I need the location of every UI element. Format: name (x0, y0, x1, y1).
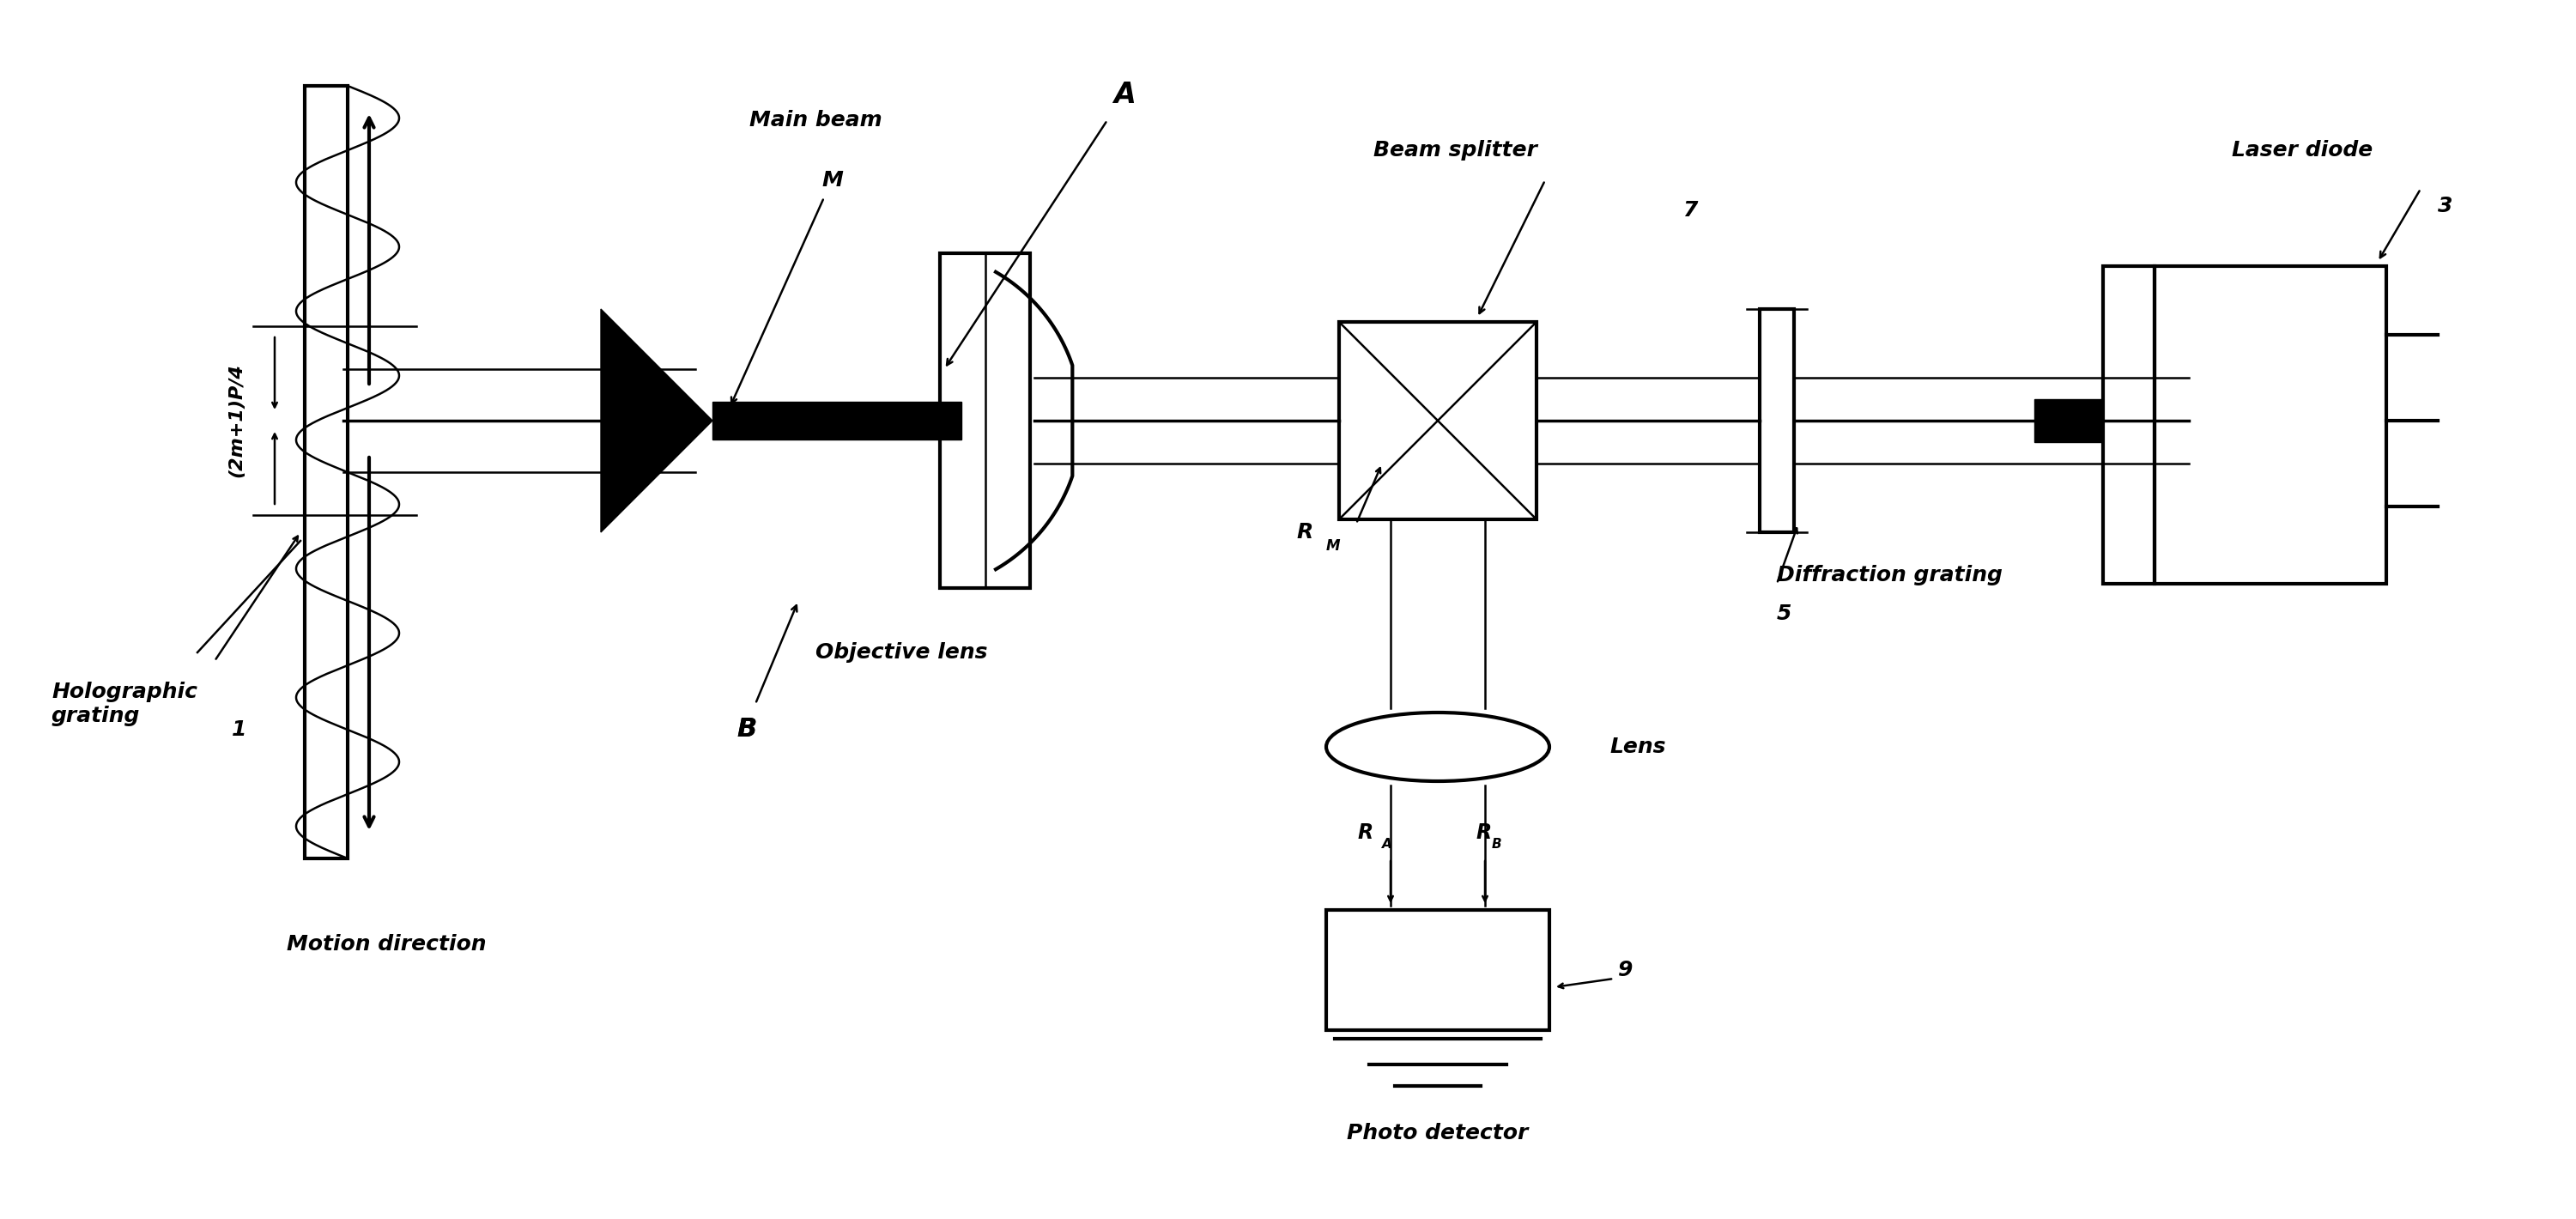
Text: A: A (1381, 837, 1391, 851)
Text: R: R (1476, 823, 1492, 844)
Bar (1759, 310, 1793, 533)
Text: Beam splitter: Beam splitter (1373, 140, 1538, 161)
Bar (940, 254, 1030, 588)
Text: Photo detector: Photo detector (1347, 1123, 1528, 1143)
Polygon shape (600, 310, 714, 533)
Text: M: M (1327, 539, 1340, 553)
Text: Objective lens: Objective lens (817, 642, 987, 663)
Text: Holographic
grating: Holographic grating (52, 681, 198, 727)
Bar (1340, 322, 1535, 519)
Text: R: R (1296, 522, 1314, 542)
Text: Main beam: Main beam (750, 110, 881, 130)
Text: M: M (822, 169, 842, 190)
Bar (1327, 909, 1548, 1030)
Text: B: B (1492, 837, 1502, 851)
Text: R: R (1358, 823, 1373, 844)
Text: B: B (737, 717, 757, 742)
Bar (2154, 266, 2385, 584)
Text: Diffraction grating: Diffraction grating (1777, 564, 2002, 585)
Text: A: A (1113, 80, 1136, 108)
Text: Lens: Lens (1610, 736, 1667, 757)
Text: 1: 1 (232, 719, 247, 740)
Bar (304, 85, 348, 858)
Bar (2035, 399, 2102, 442)
Text: 9: 9 (1618, 959, 1633, 980)
Bar (2102, 266, 2154, 584)
Text: B: B (737, 717, 757, 742)
Text: 5: 5 (1777, 603, 1793, 624)
Text: Laser diode: Laser diode (2231, 140, 2372, 161)
Bar (714, 402, 961, 440)
Text: (2m+1)P/4: (2m+1)P/4 (227, 363, 245, 478)
Text: 3: 3 (2437, 196, 2452, 216)
Text: 7: 7 (1682, 200, 1698, 221)
Text: Motion direction: Motion direction (286, 934, 487, 954)
